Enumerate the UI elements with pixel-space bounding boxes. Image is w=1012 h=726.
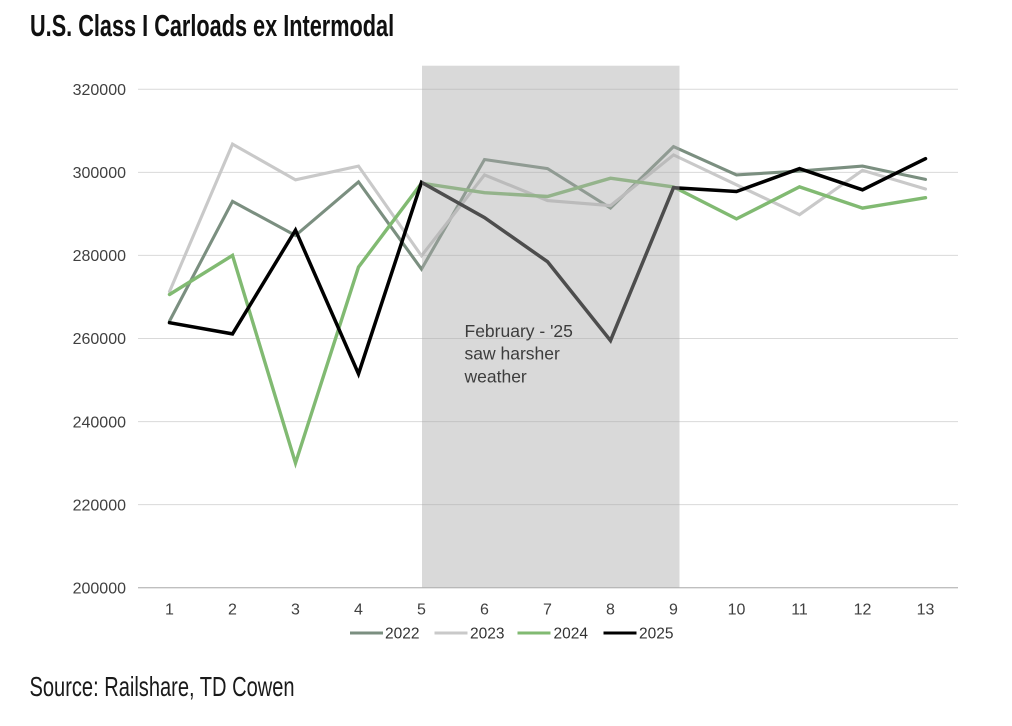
- svg-text:2023: 2023: [470, 626, 504, 643]
- svg-text:February - '25: February - '25: [465, 321, 573, 341]
- svg-text:240000: 240000: [73, 414, 126, 431]
- svg-text:2022: 2022: [385, 626, 419, 643]
- svg-text:10: 10: [728, 602, 746, 619]
- svg-text:5: 5: [417, 602, 426, 619]
- svg-text:6: 6: [480, 602, 489, 619]
- svg-text:260000: 260000: [73, 331, 126, 348]
- svg-text:U.S. Class I Carloads ex Inter: U.S. Class I Carloads ex Intermodal: [30, 8, 394, 43]
- svg-text:200000: 200000: [73, 580, 126, 597]
- svg-text:320000: 320000: [73, 82, 126, 99]
- svg-text:280000: 280000: [73, 248, 126, 265]
- svg-text:3: 3: [291, 602, 300, 619]
- svg-text:8: 8: [606, 602, 615, 619]
- svg-text:weather: weather: [464, 366, 527, 386]
- svg-text:4: 4: [354, 602, 363, 619]
- svg-text:1: 1: [165, 602, 174, 619]
- svg-text:2024: 2024: [554, 626, 589, 643]
- svg-text:12: 12: [854, 602, 872, 619]
- svg-text:Source: Railshare, TD Cowen: Source: Railshare, TD Cowen: [30, 672, 295, 703]
- svg-text:13: 13: [917, 602, 935, 619]
- svg-text:7: 7: [543, 602, 552, 619]
- svg-text:300000: 300000: [73, 165, 126, 182]
- svg-text:saw harsher: saw harsher: [465, 344, 560, 364]
- svg-text:2025: 2025: [639, 626, 673, 643]
- svg-text:2: 2: [228, 602, 237, 619]
- svg-text:11: 11: [791, 602, 808, 619]
- svg-text:220000: 220000: [73, 497, 126, 514]
- svg-text:9: 9: [669, 602, 678, 619]
